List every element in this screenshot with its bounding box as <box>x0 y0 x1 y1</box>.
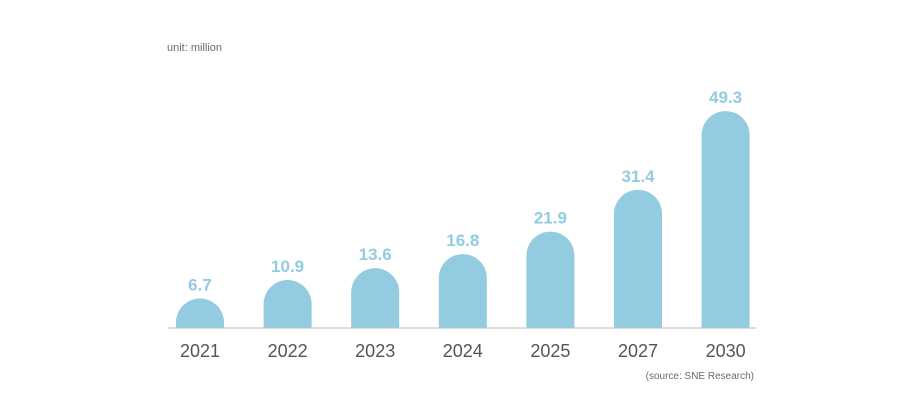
bar-2027 <box>614 189 662 328</box>
x-tick-label-2030: 2030 <box>706 341 746 361</box>
data-label-2023: 13.6 <box>359 245 392 264</box>
bar-2023 <box>351 268 400 328</box>
x-tick-label-2023: 2023 <box>355 341 395 361</box>
x-tick-label-2025: 2025 <box>530 341 570 361</box>
bar-2024 <box>438 254 487 328</box>
data-label-2025: 21.9 <box>534 209 567 228</box>
bar-2022 <box>263 280 312 328</box>
data-label-2022: 10.9 <box>271 257 304 276</box>
unit-label: unit: million <box>167 42 223 54</box>
x-tick-label-2022: 2022 <box>268 341 308 361</box>
x-tick-label-2021: 2021 <box>180 341 220 361</box>
bar-2025 <box>526 231 575 328</box>
labels-layer: 6.7 2021 10.9 2022 13.6 2023 16.8 2024 21.9 2025 3… <box>180 88 746 361</box>
bar-2021 <box>176 298 224 328</box>
bars-layer <box>176 111 750 328</box>
bar-2030 <box>701 111 750 328</box>
data-label-2027: 31.4 <box>621 167 655 186</box>
x-tick-label-2027: 2027 <box>618 341 658 361</box>
x-tick-label-2024: 2024 <box>443 341 483 361</box>
source-label: (source: SNE Research) <box>645 371 754 382</box>
data-label-2021: 6.7 <box>188 276 212 295</box>
data-label-2024: 16.8 <box>446 231 479 250</box>
data-label-2030: 49.3 <box>709 88 742 107</box>
